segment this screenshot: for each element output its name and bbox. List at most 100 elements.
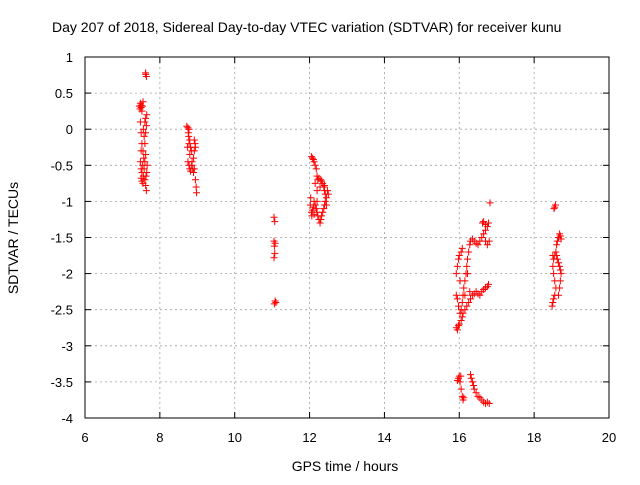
data-point-marker [314, 212, 322, 220]
data-point-marker [321, 197, 329, 205]
data-point-marker [486, 199, 494, 207]
data-point-marker [190, 136, 198, 144]
data-point-marker [321, 182, 329, 190]
data-series-1 [135, 69, 151, 195]
data-point-marker [140, 154, 148, 162]
data-point-marker [485, 400, 493, 408]
data-point-marker [142, 114, 150, 122]
data-point-marker [270, 213, 278, 221]
data-point-marker [142, 122, 150, 130]
data-point-marker [140, 165, 148, 173]
data-point-marker [322, 201, 330, 209]
data-point-marker [191, 140, 199, 148]
data-point-marker [463, 262, 471, 270]
data-point-marker [465, 248, 473, 256]
data-point-marker [142, 172, 150, 180]
data-point-marker [193, 189, 201, 197]
data-point-marker [271, 297, 279, 305]
y-tick-label: -3.5 [51, 375, 73, 390]
data-point-marker [322, 194, 330, 202]
data-point-marker [553, 237, 561, 245]
data-point-marker [474, 241, 482, 249]
data-point-marker [272, 298, 280, 306]
data-point-marker [467, 374, 475, 382]
data-point-marker [139, 98, 147, 106]
data-point-marker [556, 232, 564, 240]
data-point-marker [136, 105, 144, 113]
data-point-marker [457, 372, 465, 380]
data-point-marker [186, 150, 194, 158]
data-point-marker [481, 237, 489, 245]
data-point-marker [316, 219, 324, 227]
data-point-marker [552, 248, 560, 256]
data-point-marker [310, 158, 318, 166]
data-series-3 [270, 213, 280, 308]
y-tick-label: -2.5 [51, 303, 73, 318]
data-point-marker [457, 248, 465, 256]
data-point-marker [481, 284, 489, 292]
data-point-marker [188, 158, 196, 166]
data-point-marker [467, 371, 475, 379]
data-point-marker [307, 194, 315, 202]
data-point-marker [185, 125, 193, 133]
data-point-marker [190, 169, 198, 177]
x-tick-label: 18 [527, 430, 541, 445]
data-point-marker [556, 262, 564, 270]
data-point-marker [465, 298, 473, 306]
data-point-marker [271, 249, 279, 257]
data-point-marker [467, 295, 475, 303]
data-point-marker [271, 239, 279, 247]
y-tick-label: -1.5 [51, 231, 73, 246]
data-point-marker [468, 378, 476, 386]
data-point-marker [143, 111, 151, 119]
data-point-marker [474, 392, 482, 400]
grid-lines [85, 57, 609, 418]
data-point-marker [460, 394, 468, 402]
data-point-marker [190, 154, 198, 162]
data-point-marker [551, 201, 559, 209]
data-point-marker [310, 210, 318, 218]
data-point-marker [458, 313, 466, 321]
data-point-marker [311, 161, 319, 169]
data-point-marker [549, 262, 557, 270]
data-point-marker [457, 317, 465, 325]
data-point-marker [316, 183, 324, 191]
data-point-marker [554, 291, 562, 299]
data-point-marker [478, 219, 486, 227]
data-point-marker [191, 176, 199, 184]
data-point-marker [139, 147, 147, 155]
data-point-marker [453, 295, 461, 303]
data-point-marker [458, 298, 466, 306]
data-point-marker [549, 252, 557, 260]
data-point-marker [452, 291, 460, 299]
data-point-marker [464, 270, 472, 278]
data-point-marker [453, 262, 461, 270]
data-point-marker [185, 132, 193, 140]
data-point-marker [318, 177, 326, 185]
x-tick-label: 8 [156, 430, 163, 445]
data-point-marker [458, 244, 466, 252]
data-point-marker [553, 241, 561, 249]
data-point-marker [548, 302, 556, 310]
data-point-marker [142, 187, 150, 195]
data-point-marker [457, 306, 465, 314]
data-point-marker [135, 102, 143, 110]
data-point-marker [306, 201, 314, 209]
data-point-marker [466, 241, 474, 249]
data-point-marker [455, 322, 463, 330]
data-point-marker [466, 288, 474, 296]
data-point-marker [557, 235, 565, 243]
data-point-marker [556, 266, 564, 274]
data-point-marker [483, 241, 491, 249]
data-point-marker [484, 280, 492, 288]
data-point-marker [455, 252, 463, 260]
data-point-marker [463, 302, 471, 310]
data-series-4 [306, 153, 332, 227]
data-point-marker [142, 129, 150, 137]
plot-frame [84, 56, 610, 419]
x-tick-label: 10 [227, 430, 241, 445]
x-axis-title: GPS time / hours [292, 458, 399, 474]
data-point-marker [557, 270, 565, 278]
data-point-marker [312, 205, 320, 213]
data-point-marker [141, 158, 149, 166]
